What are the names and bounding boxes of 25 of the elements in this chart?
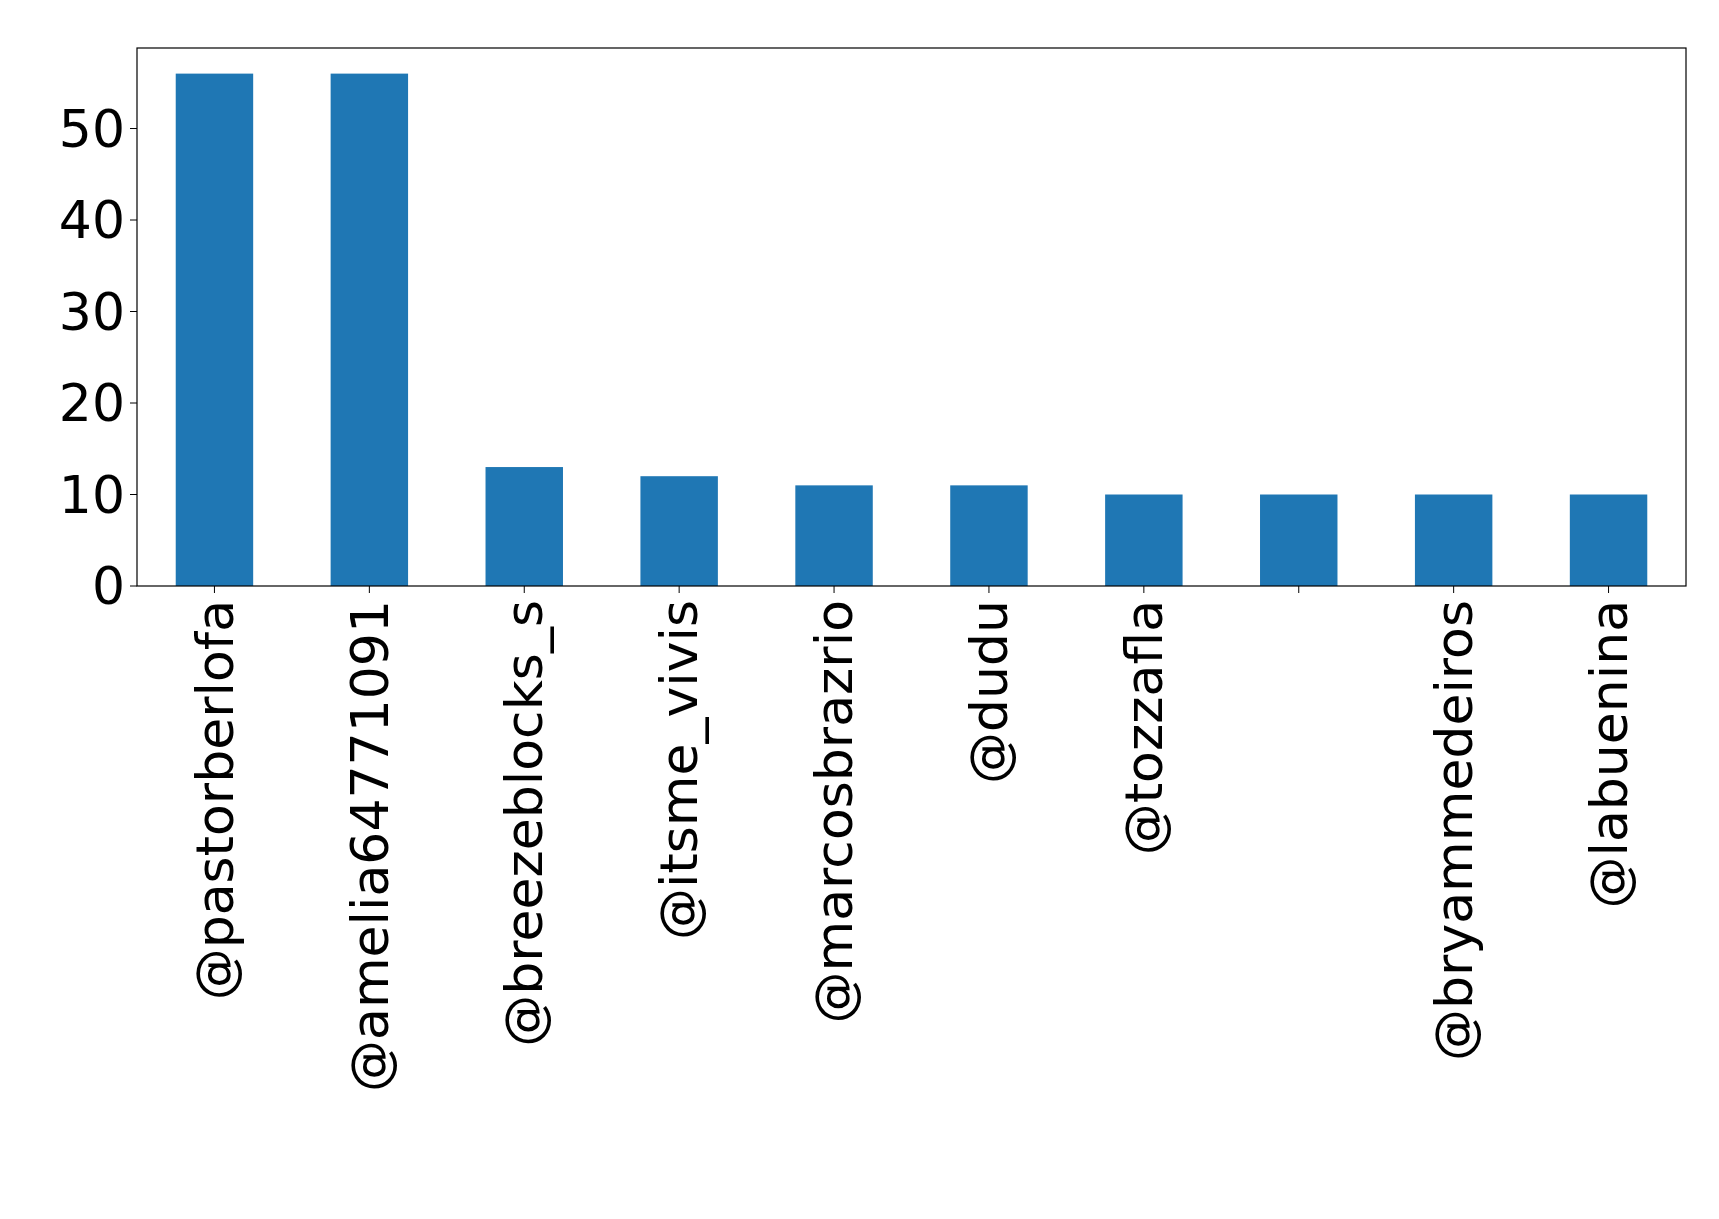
- bar: [330, 73, 409, 586]
- x-tick-label: @breezeblocks_s: [494, 600, 555, 1047]
- bar: [950, 485, 1028, 586]
- bar: [640, 476, 718, 586]
- y-tick-label: 0: [91, 556, 125, 617]
- bar: [795, 485, 873, 586]
- y-tick-label: 50: [58, 98, 125, 159]
- y-tick-label: 40: [58, 190, 125, 251]
- x-tick-label: @pastorberlofa: [184, 600, 245, 1001]
- x-tick-label: @dudu: [959, 600, 1020, 784]
- x-tick-label: @labuenina: [1578, 600, 1639, 909]
- bar: [1569, 494, 1648, 586]
- x-tick-label: @amelia64771091: [339, 600, 400, 1092]
- x-tick-label: @bryammedeiros: [1423, 600, 1484, 1061]
- x-tick-label: @marcosbrazrio: [804, 600, 865, 1024]
- bar: [1414, 494, 1493, 586]
- x-tick-label: @itsme_vivis: [649, 600, 710, 941]
- y-tick-label: 10: [58, 464, 125, 525]
- y-tick-label: 20: [58, 373, 125, 434]
- bar: [1105, 494, 1183, 586]
- x-tick-label: @tozzafla: [1114, 600, 1175, 856]
- bar: [175, 73, 254, 586]
- bar: [1260, 494, 1338, 586]
- bar: [485, 467, 563, 586]
- y-tick-label: 30: [58, 281, 125, 342]
